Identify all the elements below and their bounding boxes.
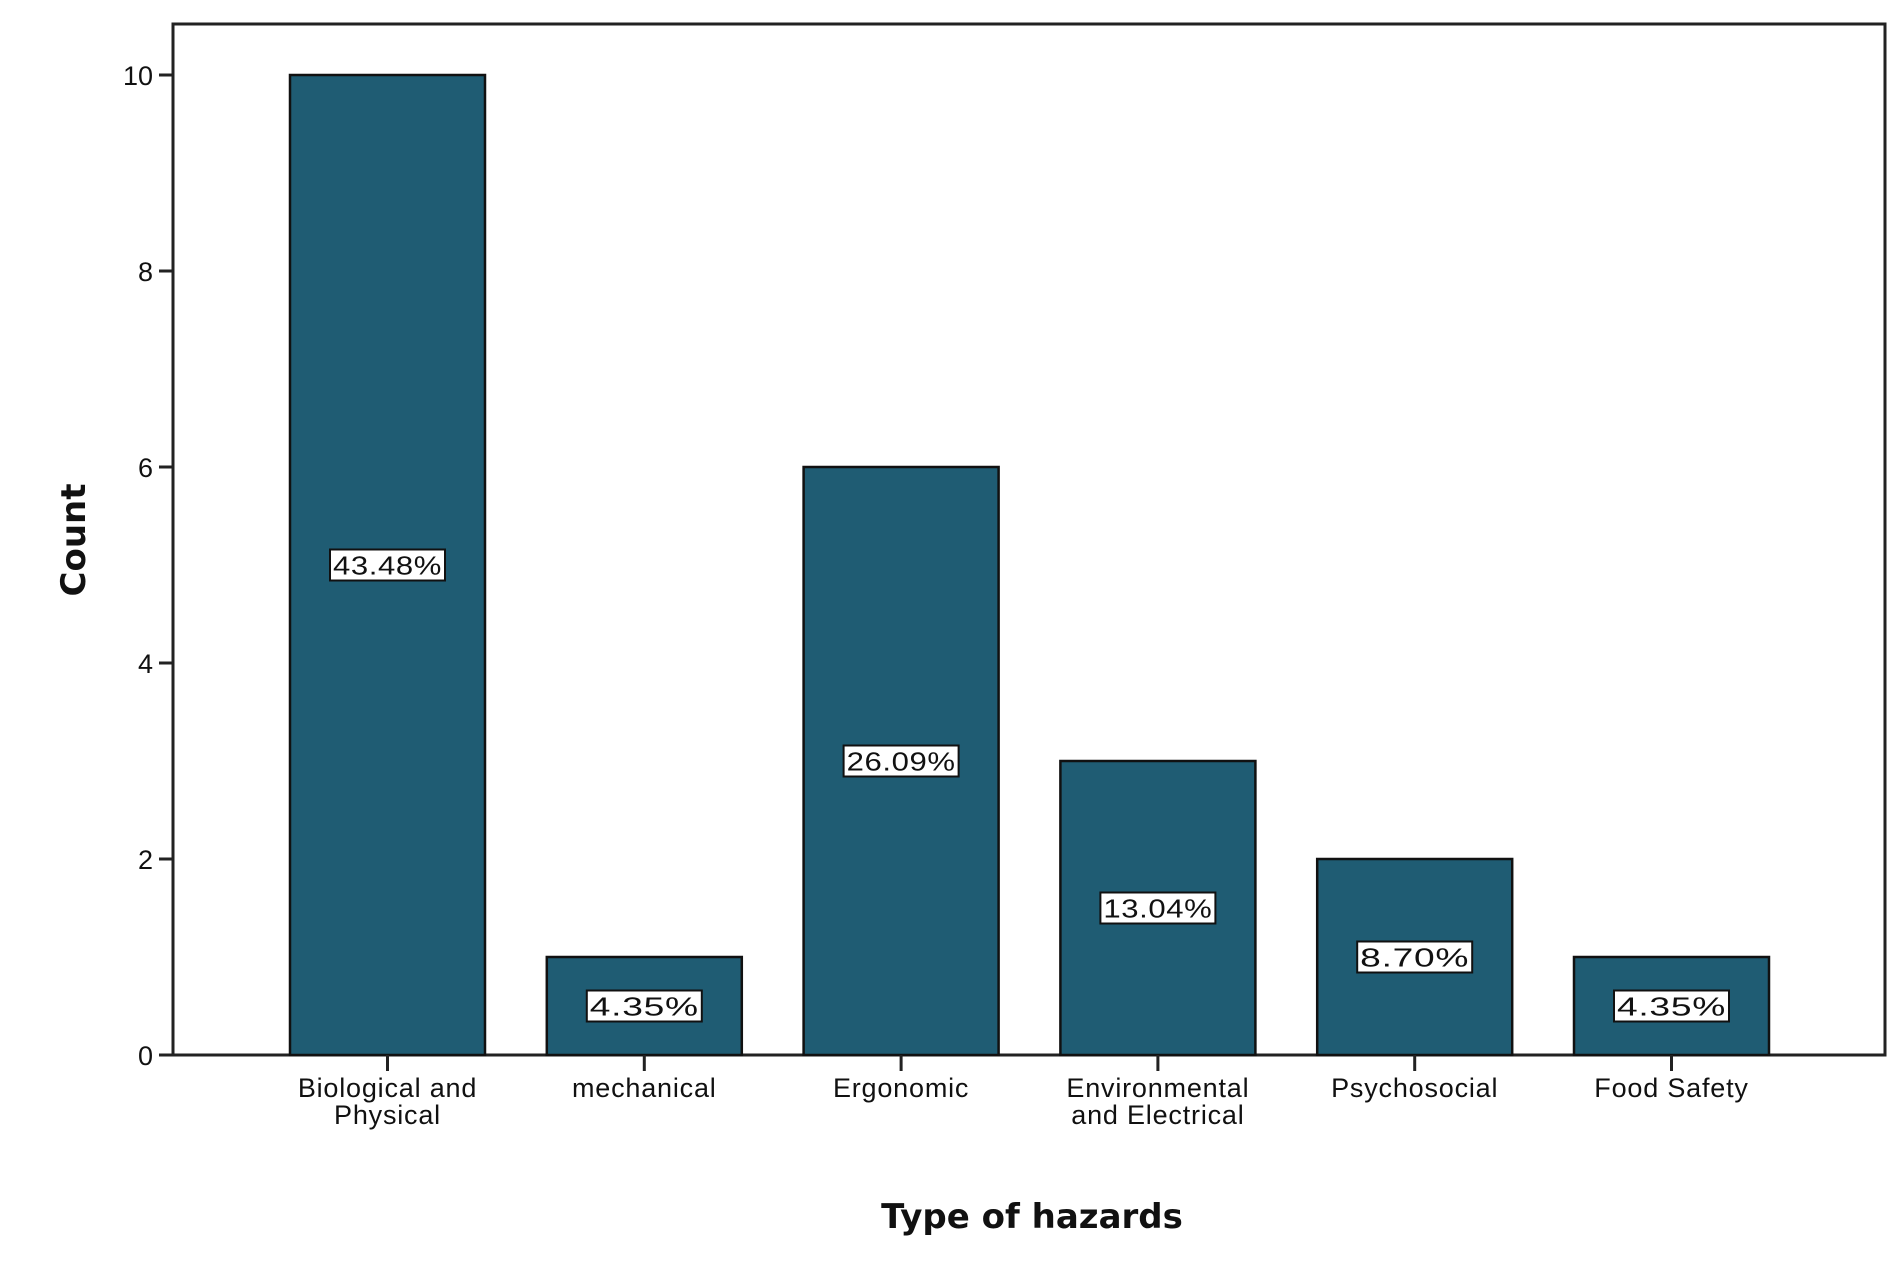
y-tick-label: 10 (123, 61, 153, 91)
percent-label-box (1356, 940, 1474, 974)
y-tick-label: 6 (138, 453, 153, 483)
percent-label: 4.35% (1617, 992, 1726, 1022)
percent-label: 8.70% (1360, 943, 1469, 973)
bar-4: 8.70% (1315, 857, 1514, 1057)
bar-0: 43.48% (288, 73, 487, 1057)
x-tick-label: Environmental and Electrical (1066, 1073, 1249, 1130)
percent-label-box (1099, 891, 1217, 925)
bar-3: 13.04% (1059, 759, 1257, 1057)
bar-2: 26.09% (802, 465, 1000, 1057)
percent-label-box (585, 989, 703, 1023)
percent-label: 26.09% (847, 747, 956, 777)
percent-label-box (1613, 989, 1730, 1023)
percent-label-box (329, 548, 446, 582)
bar-1: 4.35% (545, 955, 744, 1057)
y-axis-title: Count (54, 484, 94, 597)
bars: 43.48% 4.35% 26.09% 13.04% 8.70% 4.35% (288, 73, 1771, 1057)
x-tick-label: Ergonomic (833, 1073, 969, 1103)
x-tick-label: Psychosocial (1331, 1073, 1498, 1103)
y-tick-label: 4 (138, 649, 153, 679)
y-axis: 0 2 4 6 8 10 (123, 61, 173, 1071)
percent-label: 13.04% (1103, 894, 1212, 924)
x-axis: Biological and Physical mechanical Ergonomi… (298, 1055, 1748, 1130)
x-tick-label: Biological and Physical (298, 1073, 477, 1130)
x-tick-label: Food Safety (1594, 1073, 1748, 1103)
x-axis-title: Type of hazards (881, 1197, 1183, 1237)
percent-label: 43.48% (333, 551, 442, 581)
bar-5: 4.35% (1572, 955, 1771, 1057)
percent-label: 4.35% (590, 992, 699, 1022)
y-tick-label: 2 (138, 845, 153, 875)
percent-label-box (842, 744, 960, 778)
y-tick-label: 8 (138, 257, 153, 287)
y-tick-label: 0 (138, 1041, 153, 1071)
x-tick-label: mechanical (572, 1073, 717, 1103)
